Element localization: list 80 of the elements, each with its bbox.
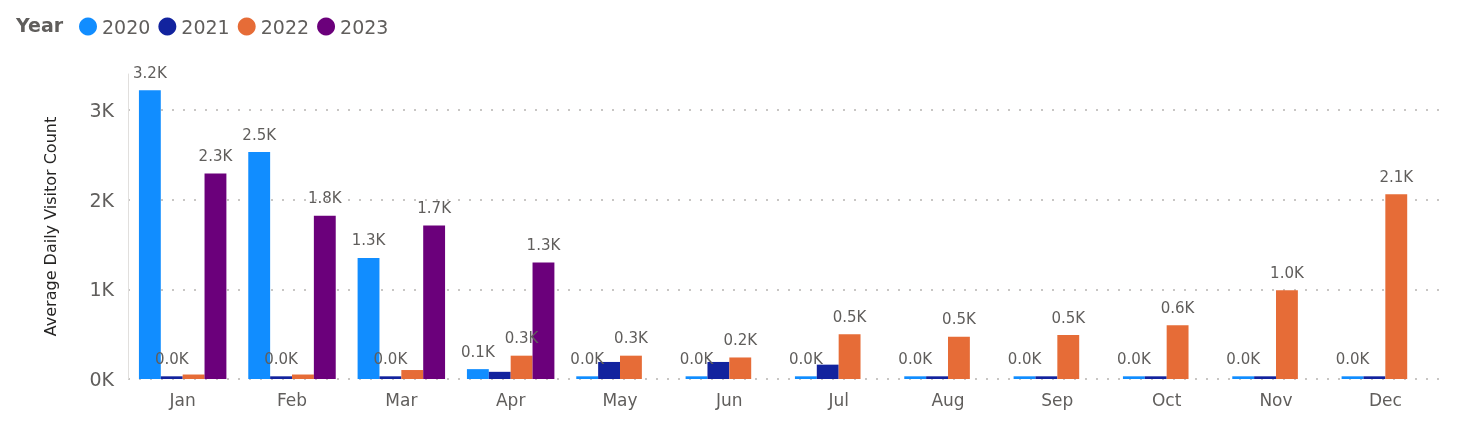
legend-label: 2020	[102, 15, 151, 38]
data-label: 0.0K	[789, 349, 824, 368]
data-label: 0.5K	[832, 307, 868, 326]
x-tick-label: Nov	[1259, 389, 1293, 410]
data-label: 1.3K	[526, 235, 562, 254]
x-tick-label: Dec	[1368, 389, 1402, 410]
bar	[292, 374, 314, 379]
data-label: 2.5K	[242, 125, 278, 144]
y-axis-title: Average Daily Visitor Count	[40, 116, 60, 337]
y-tick-label: 2K	[89, 188, 115, 211]
data-label: 0.5K	[1051, 308, 1087, 327]
data-label: 2.3K	[198, 147, 234, 166]
data-label: 0.0K	[679, 349, 715, 368]
data-label: 0.0K	[1117, 349, 1152, 368]
x-tick-label: May	[602, 389, 638, 410]
bar	[729, 357, 752, 379]
data-label: 0.0K	[898, 349, 934, 368]
legend-label: 2023	[340, 15, 389, 38]
bar	[1013, 376, 1036, 379]
bar	[1144, 376, 1167, 379]
x-tick-label: Jan	[168, 389, 196, 410]
bar	[1276, 290, 1298, 379]
x-tick-label: Aug	[931, 389, 965, 410]
bar	[270, 376, 292, 379]
bar	[620, 355, 642, 379]
bar	[1057, 335, 1080, 379]
bar	[182, 374, 205, 379]
bar	[204, 173, 227, 379]
bar	[488, 371, 511, 379]
legend-label: 2021	[181, 15, 230, 38]
legend-title: Year	[15, 13, 64, 36]
data-label: 0.0K	[1007, 349, 1043, 368]
bar	[816, 364, 839, 379]
x-tick-label: Jul	[827, 389, 849, 410]
bar	[466, 369, 489, 379]
data-label: 0.6K	[1160, 298, 1196, 317]
bar	[1341, 376, 1364, 379]
x-tick-label: Mar	[385, 389, 418, 410]
data-label: 1.0K	[1270, 263, 1305, 282]
data-label: 0.0K	[1335, 349, 1371, 368]
data-label: 2.1K	[1379, 167, 1415, 186]
bar	[510, 355, 533, 379]
x-tick-label: Oct	[1151, 389, 1182, 410]
bar	[685, 376, 708, 379]
data-label: 1.8K	[307, 189, 343, 208]
bar	[313, 215, 336, 379]
bar	[794, 376, 817, 379]
bar	[904, 376, 927, 379]
y-tick-label: 1K	[89, 278, 115, 301]
x-tick-label: Jun	[715, 389, 743, 410]
y-tick-label: 0K	[89, 368, 115, 390]
data-label: 0.5K	[942, 310, 977, 329]
data-label: 0.2K	[723, 330, 759, 349]
data-label: 0.0K	[1226, 349, 1262, 368]
bar	[1122, 376, 1145, 379]
bar	[401, 370, 424, 379]
bar	[838, 334, 861, 379]
bar	[1254, 376, 1276, 379]
legend-label: 2022	[260, 15, 310, 38]
bar	[379, 376, 402, 379]
bar	[1035, 376, 1058, 379]
bar	[423, 225, 446, 379]
data-label: 0.3K	[614, 329, 649, 348]
bar	[160, 376, 183, 379]
bar	[1166, 325, 1189, 379]
x-tick-label: Sep	[1041, 389, 1074, 410]
data-label: 0.1K	[461, 342, 496, 361]
data-label: 0.0K	[570, 349, 606, 368]
y-tick-label: 3K	[89, 98, 115, 121]
data-label: 1.7K	[417, 199, 453, 218]
bar	[948, 336, 970, 379]
bar	[1385, 194, 1408, 379]
bar	[1232, 376, 1255, 379]
bar	[1363, 376, 1386, 379]
data-label: 1.3K	[351, 231, 387, 250]
data-label: 3.2K	[133, 63, 168, 82]
bar	[576, 376, 599, 379]
x-tick-label: Feb	[276, 389, 308, 410]
x-tick-label: Apr	[495, 389, 526, 410]
bar	[926, 376, 948, 379]
